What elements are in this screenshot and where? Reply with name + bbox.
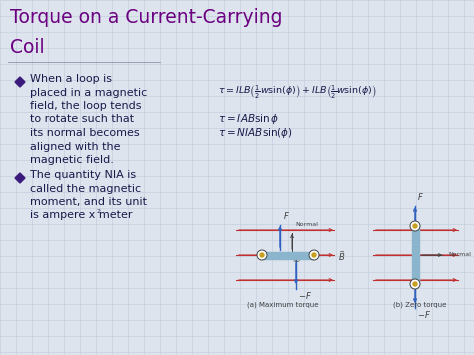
Text: Normal: Normal <box>295 222 318 227</box>
Text: Coil: Coil <box>10 38 45 57</box>
Polygon shape <box>15 173 25 183</box>
Circle shape <box>410 279 420 289</box>
Text: aligned with the: aligned with the <box>30 142 120 152</box>
Text: $F$: $F$ <box>417 191 424 202</box>
Text: $\tau = NIAB\sin(\phi)$: $\tau = NIAB\sin(\phi)$ <box>218 126 293 140</box>
Text: to rotate such that: to rotate such that <box>30 115 134 125</box>
Text: Torque on a Current-Carrying: Torque on a Current-Carrying <box>10 8 283 27</box>
Text: (a) Maximum torque: (a) Maximum torque <box>247 302 319 308</box>
Text: its normal becomes: its normal becomes <box>30 128 140 138</box>
Circle shape <box>312 253 316 257</box>
Circle shape <box>413 224 417 228</box>
Text: 90°: 90° <box>293 258 304 263</box>
Circle shape <box>260 253 264 257</box>
Polygon shape <box>15 77 25 87</box>
Text: $\vec{B}$: $\vec{B}$ <box>338 249 345 263</box>
Text: field, the loop tends: field, the loop tends <box>30 101 142 111</box>
Circle shape <box>410 221 420 231</box>
Text: The quantity NIA is: The quantity NIA is <box>30 170 136 180</box>
Text: $^2$: $^2$ <box>96 208 101 218</box>
Text: When a loop is: When a loop is <box>30 74 112 84</box>
Text: (b) Zero torque: (b) Zero torque <box>393 302 447 308</box>
Circle shape <box>257 250 267 260</box>
Text: $\tau = IAB\sin\phi$: $\tau = IAB\sin\phi$ <box>218 112 279 126</box>
Text: Normal: Normal <box>448 251 471 257</box>
Bar <box>412 226 419 284</box>
Text: called the magnetic: called the magnetic <box>30 184 141 193</box>
Text: is ampere x meter: is ampere x meter <box>30 211 133 220</box>
Text: $-F$: $-F$ <box>298 290 312 301</box>
Bar <box>262 252 314 259</box>
Text: $\tau = ILB\left(\frac{1}{2}w\sin(\phi)\right) + ILB\left(\frac{1}{2}w\sin(\phi): $\tau = ILB\left(\frac{1}{2}w\sin(\phi)\… <box>218 83 376 100</box>
Circle shape <box>309 250 319 260</box>
Text: magnetic field.: magnetic field. <box>30 155 114 165</box>
Text: moment, and its unit: moment, and its unit <box>30 197 147 207</box>
Text: $F$: $F$ <box>283 210 290 221</box>
Text: placed in a magnetic: placed in a magnetic <box>30 87 147 98</box>
Text: $-F$: $-F$ <box>417 309 431 320</box>
Circle shape <box>413 282 417 286</box>
